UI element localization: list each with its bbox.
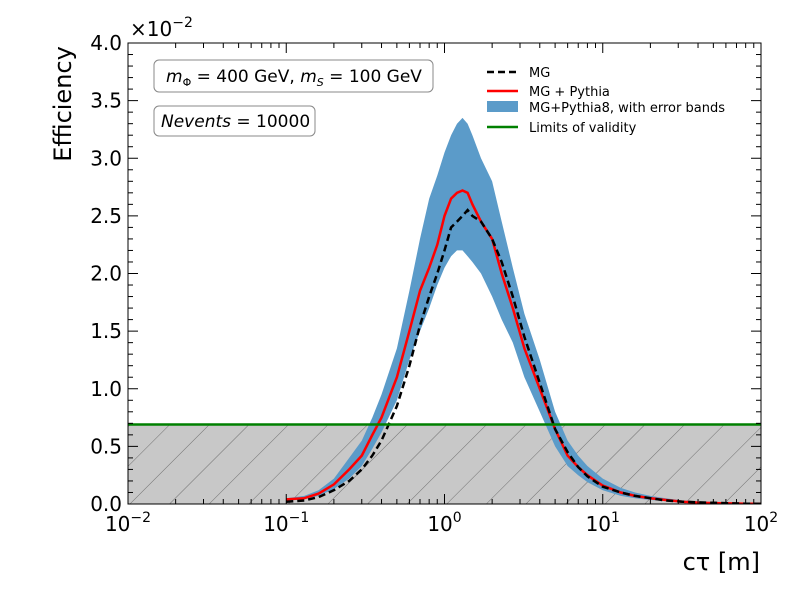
x-tick-label: 100 [427, 510, 461, 536]
y-tick-label: 0.0 [90, 492, 122, 516]
error-band [286, 117, 761, 504]
nevents-annotation-box: Nevents = 10000 [153, 105, 316, 137]
x-tick-label: 10−2 [105, 510, 151, 536]
legend-label-mg: MG [529, 66, 550, 81]
legend-label-mg-pythia: MG + Pythia [529, 85, 610, 100]
mass-phi-subscript: Φ [183, 76, 192, 89]
nevents-name: Nevents [161, 112, 231, 132]
legend-label-error-band: MG+Pythia8, with error bands [529, 101, 725, 116]
x-tick-label: 102 [744, 510, 778, 536]
mass-s-value: = 100 GeV [324, 67, 423, 87]
x-tick-label: 101 [586, 510, 620, 536]
mass-annotation-box: mΦ = 400 GeV, mS = 100 GeV [153, 59, 434, 93]
y-tick-label: 1.5 [90, 319, 122, 343]
legend-label-limits: Limits of validity [529, 121, 637, 136]
mass-s-symbol: m [300, 67, 317, 87]
y-multiplier-base: ×10 [130, 17, 172, 41]
x-tick-label: 10−1 [263, 510, 309, 536]
invalid-region-hatch [128, 424, 761, 504]
y-multiplier-exponent: −2 [172, 15, 193, 31]
y-tick-label: 2.0 [90, 262, 122, 286]
x-axis-label: cτ [m] [683, 548, 760, 576]
y-multiplier-label: ×10−2 [130, 15, 193, 41]
mass-annotation-text: mΦ = 400 GeV, mS = 100 GeV [166, 67, 422, 89]
y-tick-label: 4.0 [90, 31, 122, 55]
plot-area [128, 117, 761, 504]
axes: 0.0 0.5 1.0 1.5 2.0 2.5 3.0 3.5 4.0 10−2 10−1 100 10… [90, 31, 778, 536]
mass-phi-symbol: m [166, 67, 183, 87]
mass-phi-value: = 400 GeV, [191, 67, 300, 87]
y-tick-label: 3.5 [90, 89, 122, 113]
y-tick-label: 0.5 [90, 434, 122, 458]
legend: MG MG + Pythia MG+Pythia8, with error ba… [487, 66, 725, 136]
nevents-value: = 10000 [231, 112, 310, 132]
mass-s-subscript: S [317, 76, 324, 89]
series-mg-line [286, 208, 761, 504]
y-axis-label: Efficiency [49, 46, 77, 162]
y-tick-label: 3.0 [90, 146, 122, 170]
y-tick-label: 1.0 [90, 377, 122, 401]
legend-swatch-error-band [487, 101, 518, 112]
nevents-annotation-text: Nevents = 10000 [161, 112, 310, 132]
y-tick-label: 2.5 [90, 204, 122, 228]
